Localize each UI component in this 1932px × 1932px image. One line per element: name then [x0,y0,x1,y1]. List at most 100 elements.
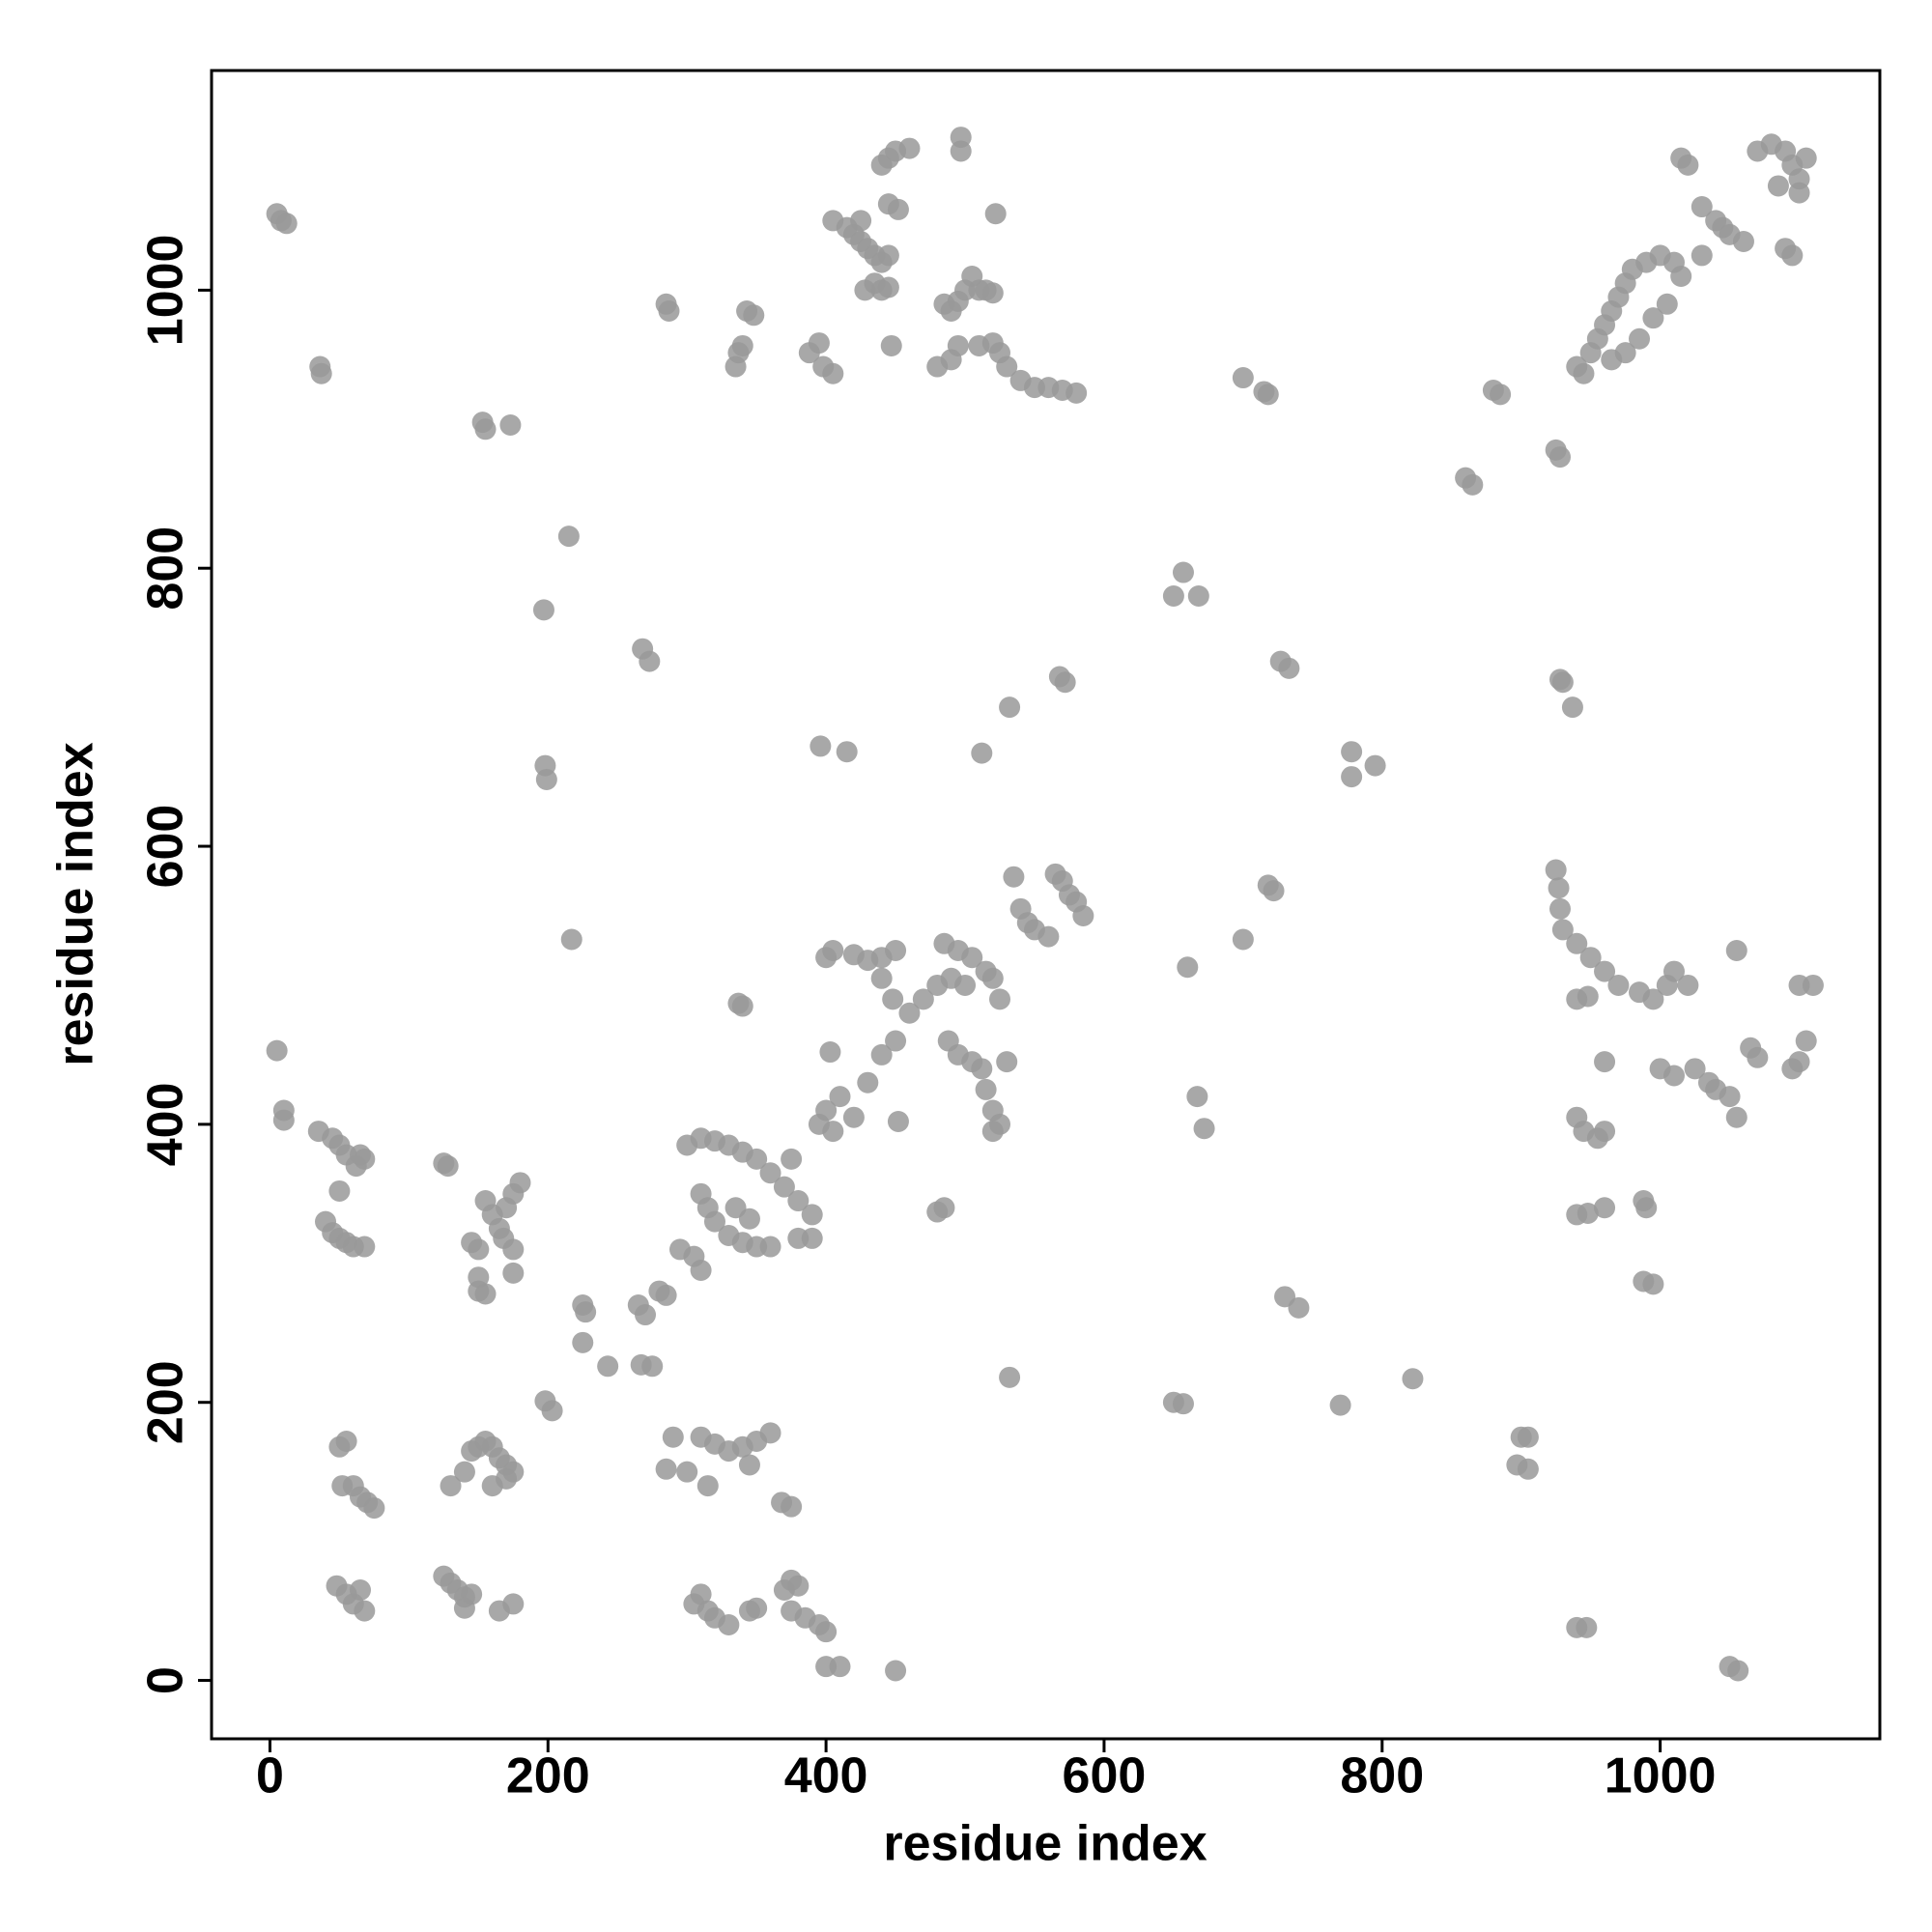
point [1732,231,1754,253]
point [541,1400,563,1422]
point [781,1495,803,1518]
point [738,1454,760,1476]
point [1607,974,1630,996]
point [1788,182,1810,204]
point [572,1331,594,1353]
point [1172,561,1194,583]
x-tick-label: 0 [256,1748,284,1804]
point [746,1597,768,1619]
point [1054,671,1076,694]
point [275,213,298,235]
point [898,137,921,159]
point [1172,1393,1194,1415]
point [655,1284,677,1306]
point [1684,1058,1706,1080]
point [898,1002,921,1024]
point [947,334,969,356]
point [696,1475,719,1497]
x-tick-label: 1000 [1605,1748,1717,1804]
point [496,1467,518,1490]
point [1548,897,1571,920]
point [857,1071,879,1094]
point [1629,327,1651,350]
point [870,967,893,989]
point [1577,1202,1599,1224]
point [1594,1121,1616,1143]
point [961,947,983,969]
point [1719,1086,1741,1108]
point [335,1431,357,1453]
point [1186,1086,1208,1108]
point [502,1262,525,1284]
point [690,1260,712,1282]
point [1072,905,1094,927]
y-tick-label: 800 [138,526,194,611]
point [1341,766,1363,788]
point [635,1304,657,1326]
point [989,988,1011,1010]
point [1642,1273,1664,1295]
point [1278,657,1300,679]
point [1663,960,1686,982]
point [1232,928,1254,951]
point [1656,293,1678,315]
point [1725,1106,1747,1128]
point [557,526,580,548]
point [499,413,522,436]
point [808,332,830,355]
point [641,1355,664,1378]
point [975,1078,997,1100]
plot-frame [210,69,1882,1741]
point [880,334,902,356]
x-tick-label: 800 [1340,1748,1424,1804]
point [822,362,844,384]
point [822,939,844,961]
point [310,362,332,384]
point [937,1030,959,1052]
point [1635,1197,1658,1219]
point [1561,696,1583,719]
point [1037,925,1060,948]
x-axis-label: residue index [883,1816,1207,1872]
point [801,1227,823,1249]
point [950,140,972,162]
point [815,1621,838,1643]
point [1712,216,1734,239]
point [926,1201,949,1223]
point [1594,1197,1616,1219]
point [759,1236,781,1258]
point [532,599,554,621]
point [829,1086,851,1108]
y-axis-label: residue index [48,742,104,1065]
point [1257,384,1279,406]
point [354,1600,376,1622]
point [1551,919,1574,941]
point [1601,349,1623,371]
point [759,1422,781,1444]
point [440,1475,462,1497]
point [787,1190,810,1212]
point [703,1210,725,1233]
point [1003,866,1025,888]
point [1329,1394,1351,1416]
point [885,939,907,961]
point [1162,585,1184,608]
point [999,696,1021,719]
point [453,1461,475,1483]
point [493,1227,515,1249]
point [662,1426,684,1448]
point [509,1172,531,1194]
point [575,1301,597,1323]
point [1490,384,1512,406]
point [354,1236,376,1258]
point [1364,754,1386,777]
point [1690,244,1713,267]
point [1232,367,1254,389]
point [1545,859,1567,881]
point [1193,1118,1215,1140]
point [1725,939,1747,961]
point [842,1106,865,1128]
point [690,1583,712,1605]
point [1677,154,1699,176]
point [658,299,680,322]
